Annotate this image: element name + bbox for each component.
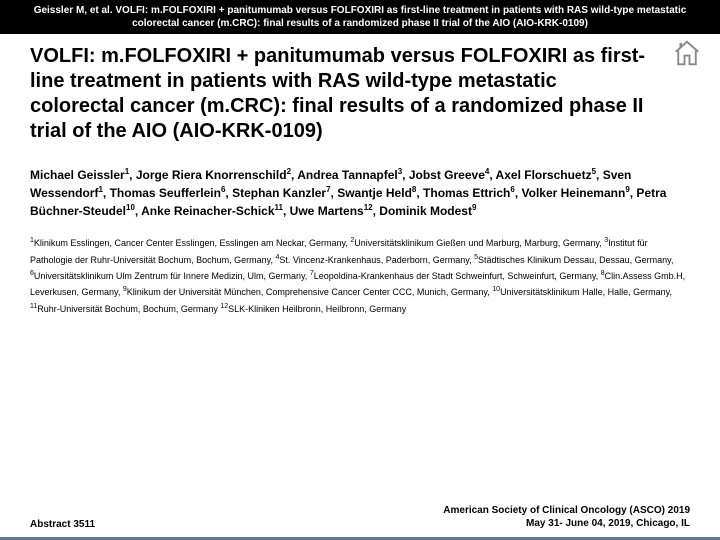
header-citation-bar: Geissler M, et al. VOLFI: m.FOLFOXIRI + … xyxy=(0,0,720,34)
content-area: VOLFI: m.FOLFOXIRI + panitumumab versus … xyxy=(0,34,720,317)
main-title: VOLFI: m.FOLFOXIRI + panitumumab versus … xyxy=(30,44,690,144)
footer: Abstract 3511 American Society of Clinic… xyxy=(0,504,720,530)
conference-info: American Society of Clinical Oncology (A… xyxy=(443,504,690,530)
affiliations-list: 1Klinikum Esslingen, Cancer Center Essli… xyxy=(30,235,690,316)
authors-list: Michael Geissler1, Jorge Riera Knorrensc… xyxy=(30,166,690,219)
header-citation-text: Geissler M, et al. VOLFI: m.FOLFOXIRI + … xyxy=(34,5,687,29)
conference-name: American Society of Clinical Oncology (A… xyxy=(443,504,690,517)
home-icon[interactable] xyxy=(672,38,702,68)
conference-date-location: May 31- June 04, 2019, Chicago, IL xyxy=(443,517,690,530)
abstract-number: Abstract 3511 xyxy=(30,519,95,530)
